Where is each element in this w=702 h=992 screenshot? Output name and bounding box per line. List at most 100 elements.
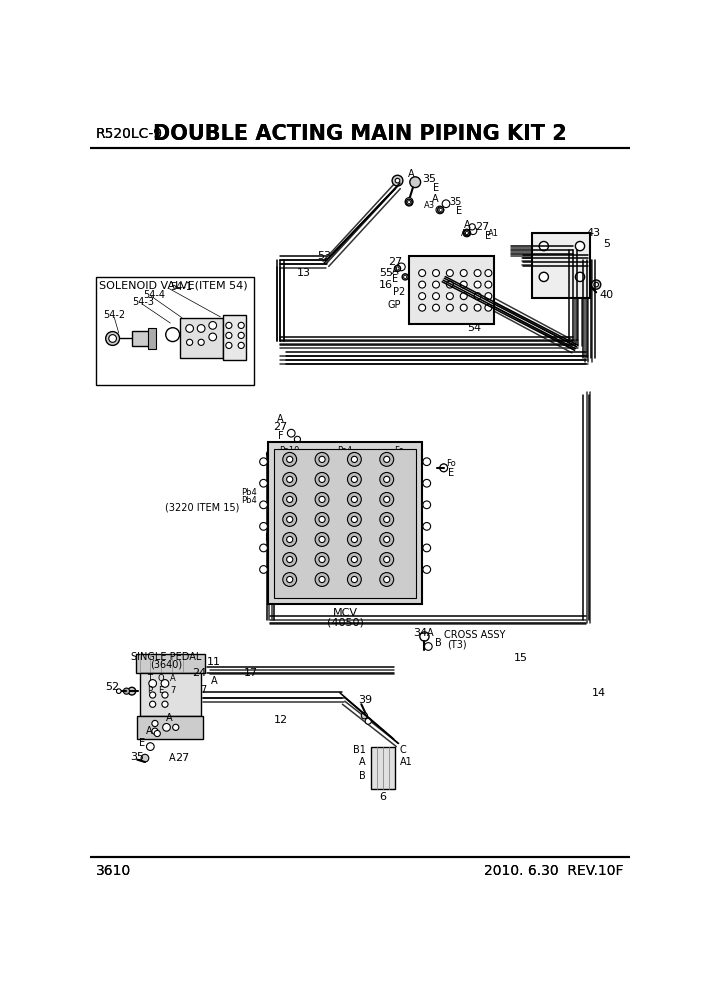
Text: 7: 7 — [200, 685, 206, 695]
Circle shape — [347, 533, 362, 547]
Circle shape — [362, 712, 367, 719]
Circle shape — [461, 293, 468, 300]
Text: 54-4: 54-4 — [143, 290, 166, 300]
Circle shape — [319, 456, 325, 462]
Circle shape — [283, 513, 297, 527]
Circle shape — [260, 501, 267, 509]
Text: B: B — [435, 638, 442, 648]
Bar — [371, 747, 395, 789]
Circle shape — [347, 572, 362, 586]
Text: 54-1: 54-1 — [171, 282, 192, 292]
Text: E: E — [456, 206, 462, 216]
Text: T: T — [147, 675, 152, 683]
Circle shape — [404, 276, 406, 279]
Circle shape — [286, 456, 293, 462]
Circle shape — [147, 743, 154, 750]
Circle shape — [319, 576, 325, 582]
Text: A1: A1 — [489, 228, 499, 237]
Circle shape — [594, 283, 599, 287]
Text: 27: 27 — [475, 222, 489, 232]
Circle shape — [286, 576, 293, 582]
Circle shape — [315, 492, 329, 506]
Circle shape — [286, 517, 293, 523]
Text: A: A — [169, 753, 176, 763]
Circle shape — [187, 339, 192, 345]
Circle shape — [406, 199, 412, 205]
Text: 35: 35 — [131, 752, 144, 762]
Circle shape — [152, 720, 158, 726]
Circle shape — [380, 492, 394, 506]
Circle shape — [432, 281, 439, 288]
Circle shape — [440, 464, 448, 472]
Circle shape — [420, 632, 429, 641]
Circle shape — [446, 293, 453, 300]
Circle shape — [149, 680, 157, 687]
Circle shape — [446, 270, 453, 277]
Circle shape — [209, 321, 216, 329]
Circle shape — [439, 208, 442, 211]
Circle shape — [106, 331, 119, 345]
Circle shape — [150, 692, 156, 698]
Circle shape — [315, 472, 329, 486]
Bar — [148, 328, 156, 348]
Circle shape — [283, 553, 297, 566]
Text: A: A — [166, 713, 172, 723]
Circle shape — [461, 270, 468, 277]
Bar — [95, 277, 253, 385]
Circle shape — [442, 200, 450, 207]
Circle shape — [384, 476, 390, 482]
Circle shape — [351, 576, 357, 582]
Circle shape — [351, 496, 357, 503]
Text: 3610: 3610 — [95, 864, 131, 878]
Circle shape — [423, 544, 430, 552]
Circle shape — [268, 537, 271, 541]
Bar — [268, 442, 422, 604]
Circle shape — [418, 281, 425, 288]
Circle shape — [150, 701, 156, 707]
Circle shape — [410, 177, 420, 187]
Circle shape — [418, 270, 425, 277]
Circle shape — [319, 517, 325, 523]
Circle shape — [117, 688, 121, 693]
Circle shape — [166, 327, 180, 341]
Text: 43: 43 — [587, 228, 601, 238]
Circle shape — [260, 479, 267, 487]
Circle shape — [209, 333, 216, 341]
Circle shape — [198, 339, 204, 345]
Circle shape — [260, 523, 267, 530]
Circle shape — [238, 322, 244, 328]
Text: 14: 14 — [592, 687, 607, 697]
Text: 27: 27 — [273, 422, 288, 433]
Circle shape — [474, 281, 481, 288]
Circle shape — [109, 334, 117, 342]
Text: E: E — [449, 468, 454, 478]
Text: A2: A2 — [461, 228, 472, 237]
Circle shape — [423, 523, 430, 530]
Circle shape — [161, 680, 168, 687]
Bar — [135, 654, 205, 674]
Circle shape — [319, 476, 325, 482]
Circle shape — [423, 479, 430, 487]
Text: 54: 54 — [468, 323, 482, 333]
Text: O: O — [158, 675, 164, 683]
Text: 35: 35 — [449, 197, 461, 207]
Text: Fo: Fo — [446, 459, 456, 468]
Circle shape — [474, 305, 481, 311]
Text: 2010. 6.30  REV.10F: 2010. 6.30 REV.10F — [484, 864, 624, 878]
Text: A: A — [170, 675, 176, 683]
Circle shape — [432, 293, 439, 300]
Circle shape — [425, 643, 432, 651]
Text: Pa4: Pa4 — [338, 445, 352, 454]
Text: 27: 27 — [175, 753, 189, 763]
Circle shape — [539, 272, 548, 282]
Text: 52: 52 — [105, 682, 119, 692]
Circle shape — [141, 754, 149, 762]
Circle shape — [485, 293, 492, 300]
Text: 2010. 6.30  REV.10F: 2010. 6.30 REV.10F — [484, 864, 624, 878]
Text: 11: 11 — [207, 657, 221, 667]
Circle shape — [286, 557, 293, 562]
Circle shape — [418, 305, 425, 311]
Text: SINGLE PEDAL: SINGLE PEDAL — [131, 652, 201, 662]
Circle shape — [173, 724, 179, 730]
Text: A: A — [463, 219, 470, 229]
